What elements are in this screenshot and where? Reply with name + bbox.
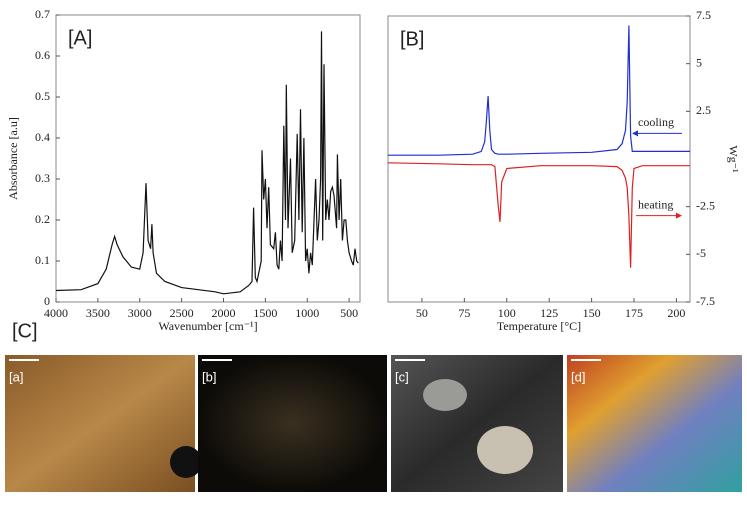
y-tick-label: 0.6 xyxy=(35,48,50,62)
data-line xyxy=(55,31,359,295)
y-tick-label: 0.4 xyxy=(35,130,50,144)
x-tick-label: 100 xyxy=(498,306,516,320)
micrograph-label: [d] xyxy=(571,369,585,384)
micrograph xyxy=(5,355,195,492)
y-axis-label: Wg⁻¹ xyxy=(726,145,740,173)
x-tick-label: 3000 xyxy=(128,306,152,320)
y-tick-label: 0 xyxy=(44,294,50,308)
crystal xyxy=(477,426,533,474)
x-tick-label: 75 xyxy=(458,306,470,320)
x-tick-label: 1000 xyxy=(295,306,319,320)
x-axis-label: Wavenumber [cm⁻¹] xyxy=(158,319,257,333)
data-line xyxy=(388,25,690,156)
micrograph-label: [c] xyxy=(395,369,409,384)
x-tick-label: 200 xyxy=(667,306,685,320)
y-axis-label: Absorbance [a.u] xyxy=(6,117,20,200)
plot-frame xyxy=(55,14,361,303)
x-tick-label: 500 xyxy=(340,306,358,320)
x-axis-label: Temperature [°C] xyxy=(497,319,581,333)
crystal xyxy=(423,379,467,411)
micrograph-label: [b] xyxy=(202,369,216,384)
x-tick-label: 150 xyxy=(583,306,601,320)
y-tick-label: 0.5 xyxy=(35,89,50,103)
y-tick-label: 0.1 xyxy=(35,253,50,267)
y-tick-label: 7.5 xyxy=(696,8,711,22)
y-tick-label: 5 xyxy=(696,55,702,69)
series-label: cooling xyxy=(638,115,674,129)
plot-frame xyxy=(387,15,691,303)
y-tick-label: 0.2 xyxy=(35,212,50,226)
dark-spot xyxy=(170,446,202,478)
y-tick-label: 2.5 xyxy=(696,103,711,117)
x-tick-label: 4000 xyxy=(44,306,68,320)
data-line xyxy=(387,162,690,268)
arrow-head xyxy=(676,212,682,219)
x-tick-label: 3500 xyxy=(86,306,110,320)
x-tick-label: 2500 xyxy=(170,306,194,320)
y-tick-label: 0.3 xyxy=(35,171,50,185)
y-tick-label: -5 xyxy=(696,246,706,260)
x-tick-label: 50 xyxy=(416,306,428,320)
panel-label: [C] xyxy=(12,320,38,342)
x-tick-label: 2000 xyxy=(211,306,235,320)
micrograph-label: [a] xyxy=(9,369,23,384)
y-tick-label: 0.7 xyxy=(35,7,50,21)
panel-label: [A] xyxy=(68,27,92,49)
micrographs xyxy=(5,355,742,492)
panel-label: [B] xyxy=(400,28,424,50)
y-tick-label: -2.5 xyxy=(696,198,715,212)
micrograph xyxy=(198,355,387,492)
x-tick-label: 175 xyxy=(625,306,643,320)
micrograph xyxy=(567,355,742,492)
series-label: heating xyxy=(638,197,673,211)
micrograph xyxy=(391,355,563,492)
y-tick-label: -7.5 xyxy=(696,294,715,308)
x-tick-label: 1500 xyxy=(253,306,277,320)
x-tick-label: 125 xyxy=(540,306,558,320)
arrow-head xyxy=(632,130,638,137)
